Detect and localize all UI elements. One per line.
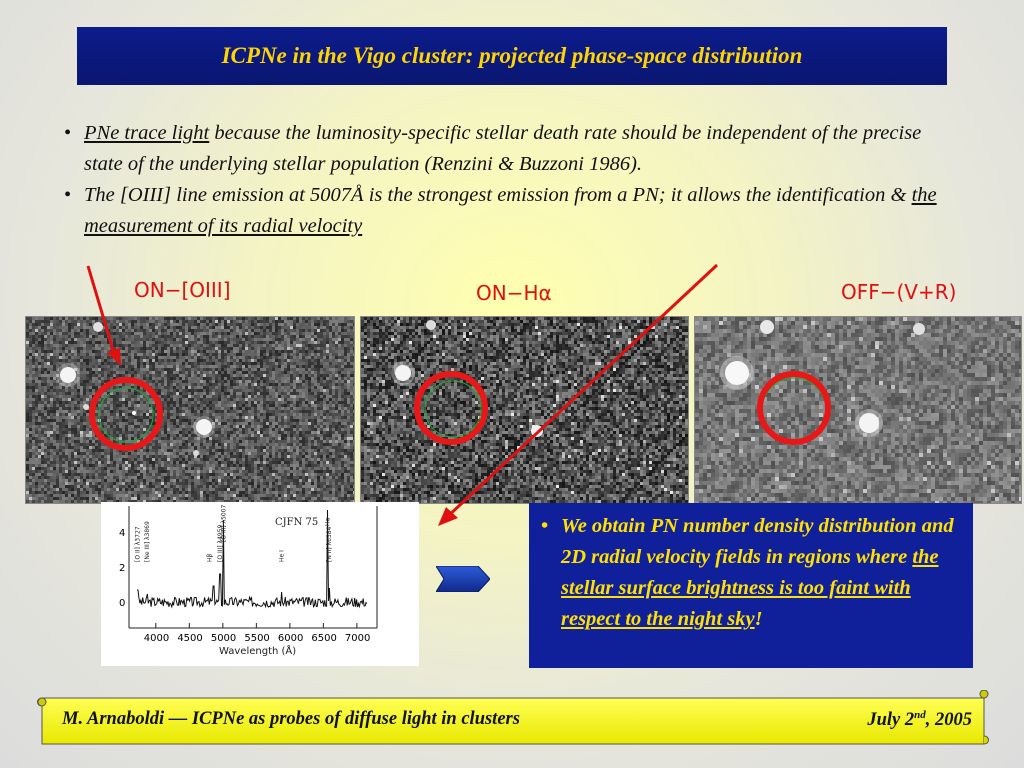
x-tick-label: 5000 (211, 633, 236, 644)
panel-label-off: OFF−(V+R) (841, 280, 957, 304)
panel-label-halpha: ON−Hα (476, 281, 552, 305)
info-box: • We obtain PN number density distributi… (529, 503, 973, 668)
bullet-item-2: • The [OIII] line emission at 5007Å is t… (62, 180, 962, 242)
y-tick-label: 4 (119, 528, 125, 539)
info-bullet: • We obtain PN number density distributi… (541, 511, 963, 635)
spectral-line-label: He I (279, 550, 286, 562)
noise-image-oiii (26, 317, 354, 503)
bullet-1-text: because the luminosity-specific stellar … (84, 122, 922, 175)
bullet-2-text: The [OIII] line emission at 5007Å is the… (84, 184, 912, 206)
spectral-line-label: [Ne III] λ3869 (144, 521, 151, 562)
spectral-line-label: Hα (325, 517, 332, 526)
title-bar: ICPNe in the Vigo cluster: projected pha… (77, 27, 947, 85)
y-tick-label: 2 (119, 563, 125, 574)
spectral-line-label: [O II] λ3727 (135, 526, 142, 562)
bullet-2-underlined: the measurement of its radial velocity (84, 184, 937, 237)
y-tick-label: 0 (119, 598, 125, 609)
image-panel-halpha (360, 316, 689, 504)
footer-author-title: M. Arnaboldi — ICPNe as probes of diffus… (62, 709, 520, 729)
footer-scroll (37, 690, 989, 745)
footer: M. Arnaboldi — ICPNe as probes of diffus… (62, 709, 972, 731)
spectral-line-label: [O III] λ5007 (220, 504, 227, 542)
info-underlined: the stellar surface brightness is too fa… (561, 546, 939, 630)
image-panel-oiii (25, 316, 355, 504)
spectrum-object-name: CJFN 75 (275, 517, 318, 528)
x-tick-label: 7000 (345, 633, 370, 644)
spectrum-svg: CJFN 75 4 2 0 4000 4500 5000 5500 6000 6500 7000… (119, 504, 378, 657)
bullet-1-underlined: PNe trace light (84, 122, 210, 144)
spectral-line-label: [N II] λ6584 (326, 526, 333, 562)
bullet-dot: • (541, 515, 549, 537)
bullet-dot: • (64, 184, 72, 206)
info-text: We obtain PN number density distribution… (561, 515, 954, 568)
bullet-dot: • (64, 122, 72, 144)
bullet-item-1: • PNe trace light because the luminosity… (62, 118, 962, 180)
noise-image-off (695, 317, 1021, 503)
bullet-list: • PNe trace light because the luminosity… (62, 118, 962, 242)
image-panel-off (694, 316, 1022, 504)
panel-label-oiii: ON−[OIII] (134, 278, 231, 302)
x-tick-label: 4500 (177, 633, 202, 644)
footer-date: July 2nd, 2005 (867, 709, 972, 731)
slide-title: ICPNe in the Vigo cluster: projected pha… (221, 43, 803, 68)
spectral-line-label: Hβ (207, 553, 214, 562)
x-tick-label: 5500 (244, 633, 269, 644)
x-tick-label: 4000 (144, 633, 169, 644)
spectrum-xlabel: Wavelength (Å) (219, 644, 296, 657)
chevron-right-icon (436, 566, 490, 592)
info-suffix: ! (754, 608, 763, 630)
x-tick-label: 6000 (278, 633, 303, 644)
spectrum-plot: CJFN 75 4 2 0 4000 4500 5000 5500 6000 6500 7000… (101, 502, 419, 666)
x-tick-label: 6500 (311, 633, 336, 644)
noise-image-halpha (361, 317, 688, 503)
spectral-line-label: [O III] λ4959 (217, 524, 224, 562)
